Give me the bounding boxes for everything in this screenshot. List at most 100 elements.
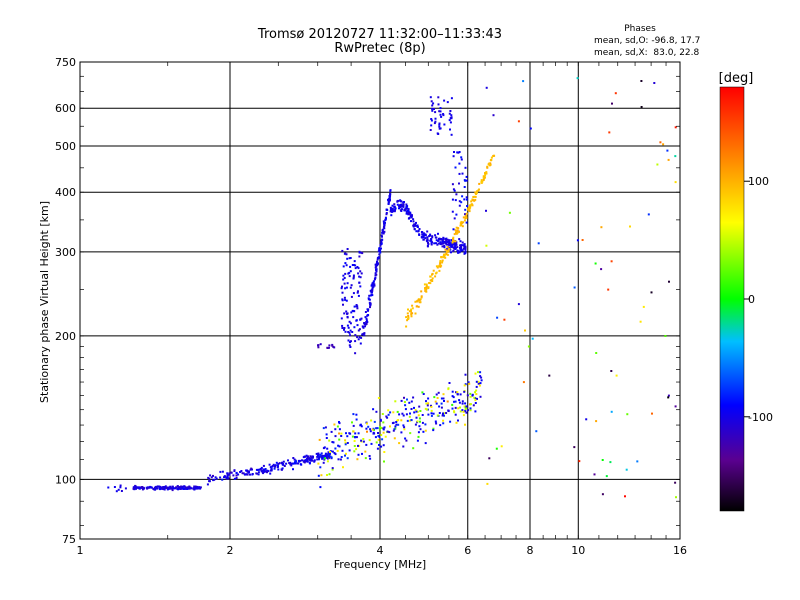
- data-point: [640, 80, 643, 82]
- data-point: [407, 308, 409, 311]
- data-point: [353, 450, 356, 453]
- data-point: [431, 107, 434, 110]
- data-point: [475, 380, 478, 383]
- data-point: [277, 463, 280, 465]
- data-point: [275, 461, 278, 464]
- data-point: [474, 391, 476, 394]
- data-point: [266, 469, 269, 472]
- data-point: [318, 438, 321, 441]
- data-point: [403, 428, 406, 431]
- data-point: [365, 443, 368, 446]
- data-point: [277, 468, 280, 471]
- data-point: [447, 410, 450, 412]
- data-point: [600, 268, 603, 271]
- data-point: [461, 402, 464, 405]
- data-point: [435, 265, 438, 268]
- data-point: [334, 453, 337, 456]
- data-point: [469, 395, 472, 398]
- data-point: [164, 485, 167, 488]
- data-point: [337, 444, 340, 447]
- data-point: [470, 203, 473, 206]
- data-point: [272, 463, 275, 466]
- data-point: [469, 392, 472, 395]
- data-point: [422, 393, 425, 395]
- data-point: [412, 447, 415, 450]
- data-point: [439, 110, 442, 113]
- data-point: [175, 486, 178, 489]
- data-point: [409, 212, 412, 215]
- data-point: [323, 446, 326, 449]
- data-point: [224, 475, 227, 478]
- data-point: [489, 164, 492, 166]
- data-point: [378, 428, 381, 431]
- data-point: [457, 151, 460, 154]
- data-point: [415, 221, 417, 224]
- data-point: [241, 472, 244, 475]
- data-point: [414, 224, 417, 227]
- data-point: [368, 298, 371, 301]
- data-point: [330, 456, 333, 459]
- data-point: [328, 452, 331, 455]
- data-point: [433, 242, 436, 245]
- data-point: [487, 163, 490, 166]
- data-point: [379, 426, 382, 428]
- data-point: [305, 460, 308, 463]
- data-point: [367, 297, 370, 300]
- data-point: [435, 402, 438, 405]
- data-point: [161, 486, 164, 489]
- data-point: [333, 452, 336, 454]
- data-point: [134, 485, 137, 488]
- x-axis-ticks: 1 2 4 6 8 10 16: [77, 62, 687, 557]
- data-point: [431, 272, 434, 275]
- data-point: [651, 412, 653, 415]
- data-point: [425, 290, 427, 293]
- data-point: [379, 249, 382, 252]
- data-point: [496, 316, 499, 319]
- data-point: [451, 390, 454, 393]
- data-point: [438, 123, 441, 126]
- data-point: [380, 247, 382, 250]
- data-point: [439, 265, 442, 268]
- data-point: [235, 477, 238, 479]
- data-point: [471, 393, 474, 396]
- data-point: [451, 403, 454, 406]
- data-point: [137, 486, 140, 489]
- data-point: [107, 486, 110, 489]
- data-point: [325, 437, 328, 439]
- data-point: [404, 408, 407, 411]
- data-point: [326, 457, 329, 460]
- data-point: [421, 231, 424, 233]
- data-point: [193, 485, 196, 488]
- data-point: [454, 240, 457, 243]
- data-point: [328, 456, 331, 459]
- data-point: [359, 276, 362, 279]
- data-point: [233, 470, 236, 472]
- data-point: [352, 276, 355, 279]
- data-point: [465, 405, 468, 408]
- data-point: [375, 427, 378, 430]
- data-point: [187, 486, 190, 489]
- data-point: [282, 460, 285, 463]
- data-point: [115, 490, 118, 493]
- data-point: [352, 277, 355, 280]
- data-point: [650, 291, 653, 294]
- data-point: [585, 418, 588, 421]
- data-point: [438, 110, 441, 113]
- data-point: [453, 240, 456, 243]
- data-point: [342, 265, 345, 268]
- data-point: [454, 241, 457, 244]
- data-point: [402, 203, 405, 206]
- data-point: [347, 272, 350, 275]
- data-point: [389, 194, 392, 197]
- data-point: [358, 444, 361, 447]
- data-point: [219, 476, 222, 479]
- data-point: [406, 419, 409, 422]
- data-point: [463, 219, 466, 222]
- data-point: [350, 311, 353, 314]
- data-point: [304, 460, 306, 463]
- data-point: [421, 235, 424, 238]
- data-point: [593, 473, 596, 476]
- data-point: [266, 471, 268, 474]
- data-point: [409, 419, 411, 422]
- data-point: [425, 400, 427, 403]
